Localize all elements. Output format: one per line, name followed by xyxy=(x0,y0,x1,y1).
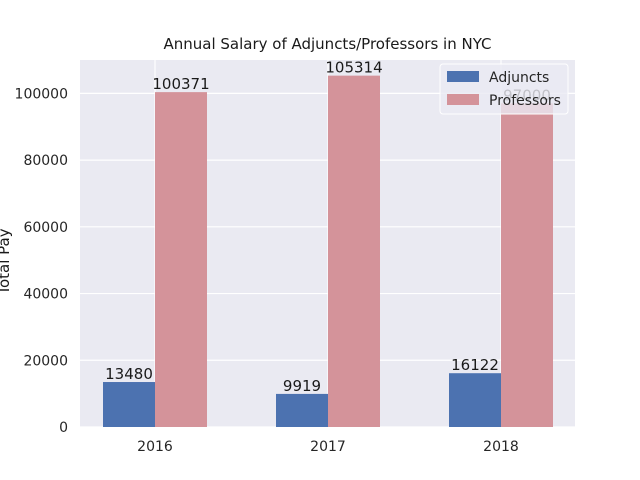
y-tick-label: 40000 xyxy=(23,287,68,303)
data-label-adjuncts-2016: 13480 xyxy=(105,365,153,383)
y-tick-label: 60000 xyxy=(23,220,68,236)
bar-adjuncts-2018 xyxy=(449,373,501,427)
y-tick-label: 80000 xyxy=(23,153,68,169)
y-tick-label: 0 xyxy=(59,420,68,436)
y-axis-label: Total Pay xyxy=(0,228,13,295)
bar-professors-2018 xyxy=(501,103,553,427)
bar-professors-2016 xyxy=(155,92,207,427)
legend-swatch-adjuncts xyxy=(447,71,479,82)
legend-label-professors: Professors xyxy=(489,93,561,109)
y-axis-ticks: 0 20000 40000 60000 80000 100000 xyxy=(15,86,68,436)
x-tick-label: 2016 xyxy=(137,439,173,455)
data-label-professors-2017: 105314 xyxy=(325,59,382,77)
legend-label-adjuncts: Adjuncts xyxy=(489,70,549,86)
data-label-professors-2016: 100371 xyxy=(152,75,209,93)
legend: Adjuncts Professors xyxy=(439,63,569,115)
bars xyxy=(103,75,553,427)
legend-swatch-professors xyxy=(447,94,479,105)
data-label-adjuncts-2017: 9919 xyxy=(283,377,321,395)
y-tick-label: 100000 xyxy=(15,86,68,102)
x-axis-ticks: 2016 2017 2018 xyxy=(137,439,519,455)
x-tick-label: 2018 xyxy=(483,439,519,455)
data-label-adjuncts-2018: 16122 xyxy=(451,356,499,374)
bar-professors-2017 xyxy=(328,75,380,427)
bar-adjuncts-2016 xyxy=(103,382,155,427)
bar-adjuncts-2017 xyxy=(276,393,328,427)
y-tick-label: 20000 xyxy=(23,353,68,369)
x-tick-label: 2017 xyxy=(310,439,346,455)
chart-title: Annual Salary of Adjuncts/Professors in … xyxy=(163,35,491,53)
